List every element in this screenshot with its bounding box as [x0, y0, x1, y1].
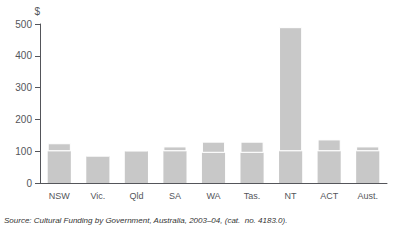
svg-text:$: $	[34, 6, 40, 17]
svg-text:500: 500	[15, 19, 32, 30]
svg-text:WA: WA	[206, 191, 220, 201]
svg-text:NSW: NSW	[49, 191, 71, 201]
svg-text:400: 400	[15, 50, 32, 61]
svg-text:300: 300	[15, 82, 32, 93]
svg-text:Vic.: Vic.	[90, 191, 105, 201]
svg-text:Tas.: Tas.	[244, 191, 261, 201]
svg-text:100: 100	[15, 146, 32, 157]
svg-text:0: 0	[26, 178, 32, 189]
svg-text:Aust.: Aust.	[357, 191, 378, 201]
svg-text:ACT: ACT	[320, 191, 339, 201]
svg-text:NT: NT	[285, 191, 297, 201]
svg-text:Source: Cultural Funding by Go: Source: Cultural Funding by Government, …	[4, 216, 287, 225]
svg-text:Qld: Qld	[129, 191, 143, 201]
svg-text:200: 200	[15, 114, 32, 125]
svg-text:SA: SA	[169, 191, 181, 201]
